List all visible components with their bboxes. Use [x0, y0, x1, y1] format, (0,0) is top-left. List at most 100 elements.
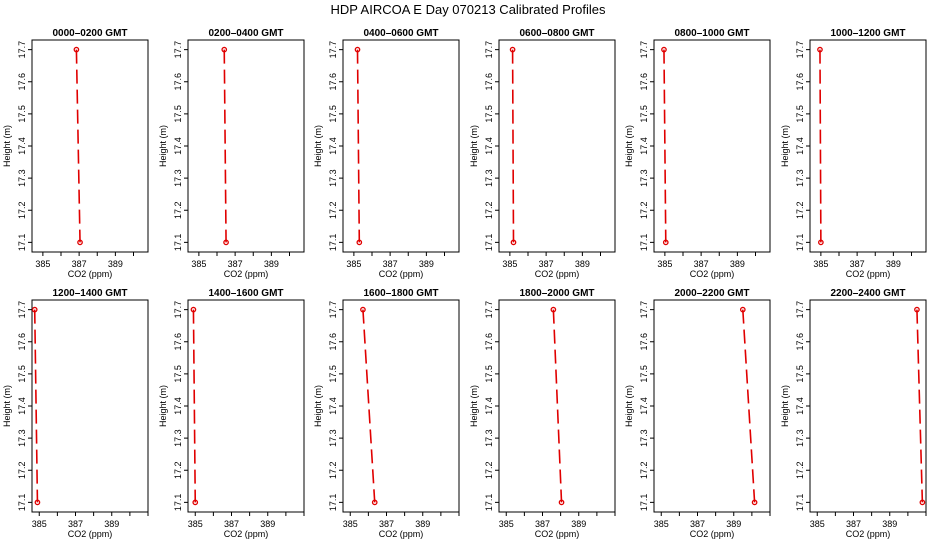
data-point	[221, 46, 228, 53]
y-tick-label: 17.4	[484, 397, 494, 415]
plot-frame	[342, 39, 460, 253]
data-point	[558, 499, 565, 506]
plot-frame	[31, 299, 149, 513]
y-tick-label: 17.3	[328, 429, 338, 447]
x-axis-label: CO2 (ppm)	[379, 269, 424, 279]
y-axis-label: Height (m)	[780, 125, 790, 167]
profile-panel: 0800–1000 GMT 17.1 17.2 17.3 17.4 17.5 17.6 17.…	[624, 28, 771, 279]
x-axis-label: CO2 (ppm)	[224, 529, 269, 539]
y-tick-label: 17.3	[17, 429, 27, 447]
y-tick-label: 17.2	[795, 461, 805, 479]
x-tick-label: 387	[383, 259, 398, 269]
profile-line	[663, 49, 667, 243]
y-tick-label: 17.1	[17, 494, 27, 512]
y-axis-label: Height (m)	[469, 385, 479, 427]
y-tick-label: 17.6	[484, 73, 494, 91]
y-tick-label: 17.4	[484, 137, 494, 155]
plot-frame	[498, 299, 616, 513]
y-tick-label: 17.3	[639, 169, 649, 187]
data-point	[192, 499, 199, 506]
y-tick-label: 17.4	[639, 137, 649, 155]
y-tick-label: 17.5	[328, 365, 338, 383]
y-tick-label: 17.5	[795, 105, 805, 123]
x-tick-label: 385	[813, 259, 828, 269]
plot-frame	[498, 39, 616, 253]
profile-line	[916, 309, 924, 503]
panel-title: 2000–2200 GMT	[674, 288, 749, 299]
y-tick-label: 17.2	[639, 201, 649, 219]
y-tick-label: 17.4	[17, 397, 27, 415]
panel-title: 0400–0600 GMT	[363, 28, 438, 39]
y-tick-label: 17.7	[17, 301, 27, 319]
plot-frame	[31, 39, 149, 253]
panel-title: 1600–1800 GMT	[363, 288, 438, 299]
y-tick-label: 17.1	[639, 234, 649, 252]
y-axis-label: Height (m)	[158, 385, 168, 427]
y-tick-label: 17.2	[173, 461, 183, 479]
panel-title: 1200–1400 GMT	[52, 288, 127, 299]
y-tick-label: 17.4	[795, 137, 805, 155]
y-tick-label: 17.6	[795, 73, 805, 91]
profile-panel: 1600–1800 GMT 17.1 17.2 17.3 17.4 17.5 17.6 17.…	[313, 288, 460, 539]
y-tick-label: 17.7	[639, 301, 649, 319]
x-tick-label: 385	[654, 519, 669, 529]
y-tick-label: 17.5	[484, 365, 494, 383]
y-tick-label: 17.3	[795, 429, 805, 447]
y-tick-label: 17.6	[484, 333, 494, 351]
panel-title: 0600–0800 GMT	[519, 28, 594, 39]
data-point	[510, 239, 517, 246]
y-tick-label: 17.1	[484, 234, 494, 252]
profile-line	[742, 309, 756, 503]
profile-line	[819, 49, 822, 243]
data-point	[662, 239, 669, 246]
y-tick-label: 17.3	[328, 169, 338, 187]
y-tick-label: 17.3	[173, 429, 183, 447]
y-tick-label: 17.1	[17, 234, 27, 252]
data-point	[31, 306, 38, 313]
y-axis-label: Height (m)	[2, 385, 12, 427]
x-axis-label: CO2 (ppm)	[535, 529, 580, 539]
profile-panel: 0200–0400 GMT 17.1 17.2 17.3 17.4 17.5 17.6 17.…	[158, 28, 305, 279]
data-point	[356, 239, 363, 246]
x-axis-label: CO2 (ppm)	[68, 529, 113, 539]
y-tick-label: 17.3	[173, 169, 183, 187]
y-tick-label: 17.4	[795, 397, 805, 415]
y-tick-label: 17.6	[328, 333, 338, 351]
x-axis-label: CO2 (ppm)	[224, 269, 269, 279]
profile-line	[362, 309, 376, 503]
data-point	[550, 306, 557, 313]
y-tick-label: 17.7	[328, 41, 338, 59]
panel-title: 1400–1600 GMT	[208, 288, 283, 299]
data-point	[661, 46, 667, 53]
y-axis-label: Height (m)	[624, 385, 634, 427]
y-tick-label: 17.4	[328, 397, 338, 415]
x-tick-label: 387	[535, 519, 550, 529]
y-tick-label: 17.5	[173, 365, 183, 383]
y-tick-label: 17.6	[173, 333, 183, 351]
data-point	[34, 499, 41, 506]
y-tick-label: 17.1	[795, 494, 805, 512]
y-tick-label: 17.2	[328, 461, 338, 479]
x-tick-label: 389	[419, 259, 434, 269]
x-tick-label: 389	[882, 519, 897, 529]
y-tick-label: 17.1	[484, 494, 494, 512]
profile-panel: 0400–0600 GMT 17.1 17.2 17.3 17.4 17.5 17.6 17.…	[313, 28, 460, 279]
y-tick-label: 17.3	[639, 429, 649, 447]
y-tick-label: 17.1	[328, 494, 338, 512]
y-tick-label: 17.2	[639, 461, 649, 479]
y-tick-label: 17.5	[795, 365, 805, 383]
y-tick-label: 17.2	[795, 201, 805, 219]
y-tick-label: 17.3	[795, 169, 805, 187]
profile-panel: 1200–1400 GMT 17.1 17.2 17.3 17.4 17.5 17.6 17.…	[2, 288, 149, 539]
x-axis-label: CO2 (ppm)	[846, 269, 891, 279]
plot-frame	[187, 299, 305, 513]
profile-line	[356, 49, 361, 243]
plot-frame	[809, 299, 927, 513]
y-axis-label: Height (m)	[158, 125, 168, 167]
x-axis-label: CO2 (ppm)	[68, 269, 113, 279]
x-axis-label: CO2 (ppm)	[535, 269, 580, 279]
data-point	[371, 499, 378, 506]
x-axis-label: CO2 (ppm)	[690, 529, 735, 539]
x-tick-label: 387	[694, 259, 709, 269]
